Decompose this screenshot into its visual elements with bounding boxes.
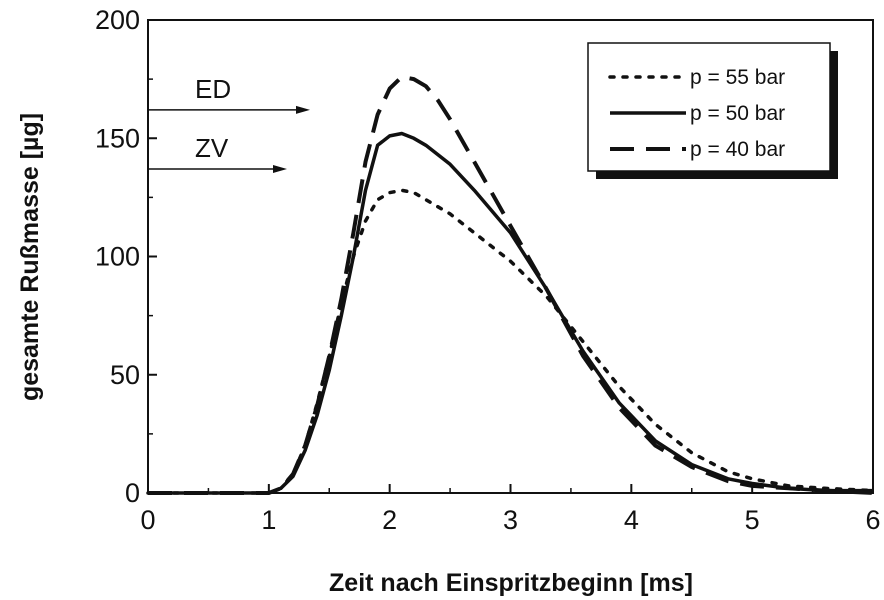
legend-label: p = 55 bar [690,66,785,89]
x-tick-label: 6 [865,505,880,535]
legend-label: p = 40 bar [690,138,785,161]
legend: p = 55 bar p = 50 bar p = 40 bar [587,42,838,179]
y-axis-title: gesamte Rußmasse [µg] [16,113,44,401]
annotation-arrowhead [296,105,310,114]
annotation-layer: ED ZV [148,74,310,173]
y-tick-label: 50 [110,360,140,390]
series-layer [146,74,875,495]
legend-label: p = 50 bar [690,102,785,125]
x-axis-title: Zeit nach Einspritzbeginn [ms] [329,569,693,597]
series-line-2 [148,131,873,495]
x-tick-label: 4 [624,505,639,535]
y-tick-label: 150 [95,123,140,153]
x-tick-label: 2 [382,505,397,535]
annotation-label: ZV [195,133,229,163]
series-line-3 [148,74,874,495]
x-tick-label: 3 [503,505,518,535]
x-tick-label: 5 [745,505,760,535]
axis-ticks-layer: 0 1 2 3 4 5 6 0 50 100 150 200 [95,5,881,535]
annotation-arrowhead [273,164,287,173]
y-tick-label: 100 [95,242,140,272]
y-tick-label: 200 [95,5,140,35]
y-tick-label: 0 [125,478,140,508]
x-tick-label: 0 [140,505,155,535]
x-tick-label: 1 [261,505,276,535]
series-line-1 [146,188,875,495]
annotation-label: ED [195,74,231,104]
